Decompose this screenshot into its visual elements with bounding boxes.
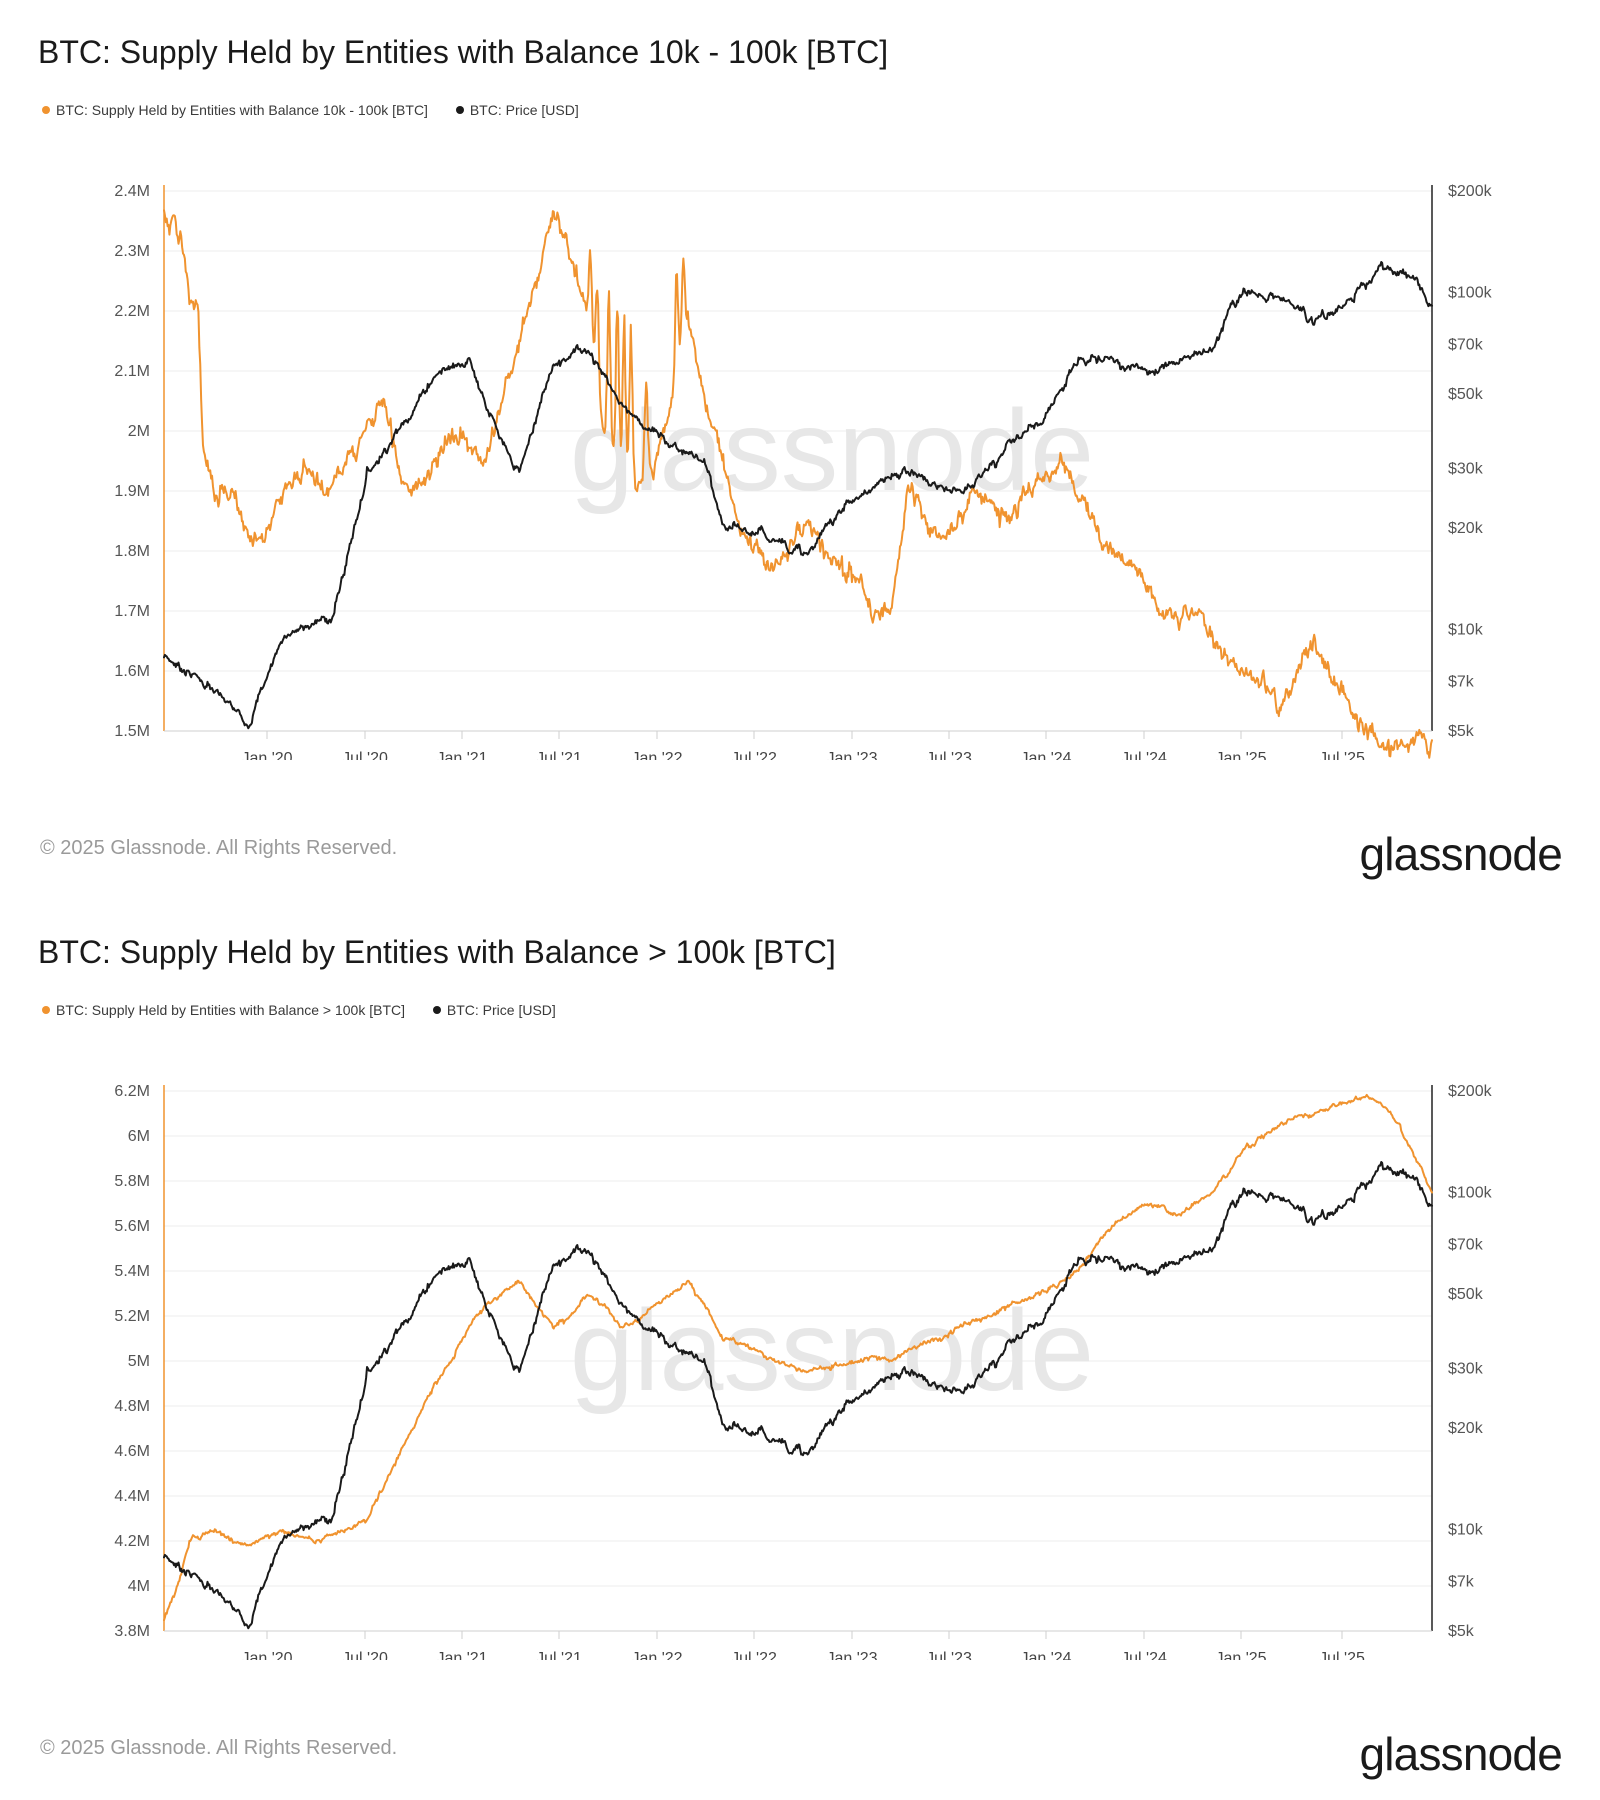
svg-text:4.2M: 4.2M (114, 1533, 150, 1550)
svg-text:$200k: $200k (1448, 183, 1493, 200)
svg-text:$5k: $5k (1448, 723, 1475, 740)
svg-text:Jul '20: Jul '20 (342, 1650, 388, 1660)
svg-text:5.6M: 5.6M (114, 1218, 150, 1235)
svg-text:4M: 4M (128, 1578, 150, 1595)
svg-text:Jul '21: Jul '21 (536, 750, 582, 760)
svg-text:4.8M: 4.8M (114, 1398, 150, 1415)
svg-text:Jan '22: Jan '22 (631, 750, 682, 760)
svg-text:5.8M: 5.8M (114, 1173, 150, 1190)
svg-text:2.4M: 2.4M (114, 183, 150, 200)
svg-text:$30k: $30k (1448, 1361, 1484, 1378)
svg-text:Jan '25: Jan '25 (1215, 1650, 1266, 1660)
svg-text:Jul '21: Jul '21 (536, 1650, 582, 1660)
svg-text:Jul '22: Jul '22 (731, 750, 777, 760)
svg-text:Jul '25: Jul '25 (1319, 1650, 1365, 1660)
svg-text:$70k: $70k (1448, 1237, 1484, 1254)
svg-text:5.2M: 5.2M (114, 1308, 150, 1325)
svg-text:$70k: $70k (1448, 337, 1484, 354)
svg-text:$10k: $10k (1448, 622, 1484, 639)
svg-text:1.7M: 1.7M (114, 603, 150, 620)
svg-text:6.2M: 6.2M (114, 1083, 150, 1100)
svg-text:Jul '24: Jul '24 (1121, 1650, 1167, 1660)
svg-text:$100k: $100k (1448, 284, 1493, 301)
svg-text:Jul '23: Jul '23 (926, 750, 972, 760)
svg-text:2.1M: 2.1M (114, 363, 150, 380)
svg-text:2.2M: 2.2M (114, 303, 150, 320)
svg-text:6M: 6M (128, 1128, 150, 1145)
svg-text:$30k: $30k (1448, 461, 1484, 478)
svg-text:Jan '21: Jan '21 (436, 1650, 487, 1660)
svg-text:3.8M: 3.8M (114, 1623, 150, 1640)
svg-text:2.3M: 2.3M (114, 243, 150, 260)
svg-text:Jul '24: Jul '24 (1121, 750, 1167, 760)
svg-text:$7k: $7k (1448, 1574, 1475, 1591)
svg-text:1.5M: 1.5M (114, 723, 150, 740)
svg-text:$200k: $200k (1448, 1083, 1493, 1100)
svg-text:Jan '21: Jan '21 (436, 750, 487, 760)
svg-text:Jan '20: Jan '20 (241, 1650, 292, 1660)
svg-text:$20k: $20k (1448, 520, 1484, 537)
svg-text:$10k: $10k (1448, 1522, 1484, 1539)
svg-text:Jul '22: Jul '22 (731, 1650, 777, 1660)
svg-text:$50k: $50k (1448, 1286, 1484, 1303)
svg-text:4.4M: 4.4M (114, 1488, 150, 1505)
svg-text:$5k: $5k (1448, 1623, 1475, 1640)
svg-text:5M: 5M (128, 1353, 150, 1370)
svg-text:Jul '20: Jul '20 (342, 750, 388, 760)
svg-text:Jan '23: Jan '23 (826, 750, 877, 760)
svg-text:Jan '23: Jan '23 (826, 1650, 877, 1660)
svg-text:$7k: $7k (1448, 674, 1475, 691)
svg-text:1.9M: 1.9M (114, 483, 150, 500)
svg-text:Jan '24: Jan '24 (1020, 1650, 1071, 1660)
svg-text:4.6M: 4.6M (114, 1443, 150, 1460)
svg-text:$100k: $100k (1448, 1184, 1493, 1201)
svg-text:Jan '22: Jan '22 (631, 1650, 682, 1660)
svg-text:$20k: $20k (1448, 1420, 1484, 1437)
svg-text:Jan '25: Jan '25 (1215, 750, 1266, 760)
svg-text:$50k: $50k (1448, 386, 1484, 403)
svg-text:Jan '20: Jan '20 (241, 750, 292, 760)
svg-text:1.6M: 1.6M (114, 663, 150, 680)
svg-text:Jul '25: Jul '25 (1319, 750, 1365, 760)
svg-text:2M: 2M (128, 423, 150, 440)
svg-text:Jan '24: Jan '24 (1020, 750, 1071, 760)
svg-text:glassnode: glassnode (570, 1287, 1094, 1415)
svg-text:5.4M: 5.4M (114, 1263, 150, 1280)
svg-text:1.8M: 1.8M (114, 543, 150, 560)
svg-text:Jul '23: Jul '23 (926, 1650, 972, 1660)
